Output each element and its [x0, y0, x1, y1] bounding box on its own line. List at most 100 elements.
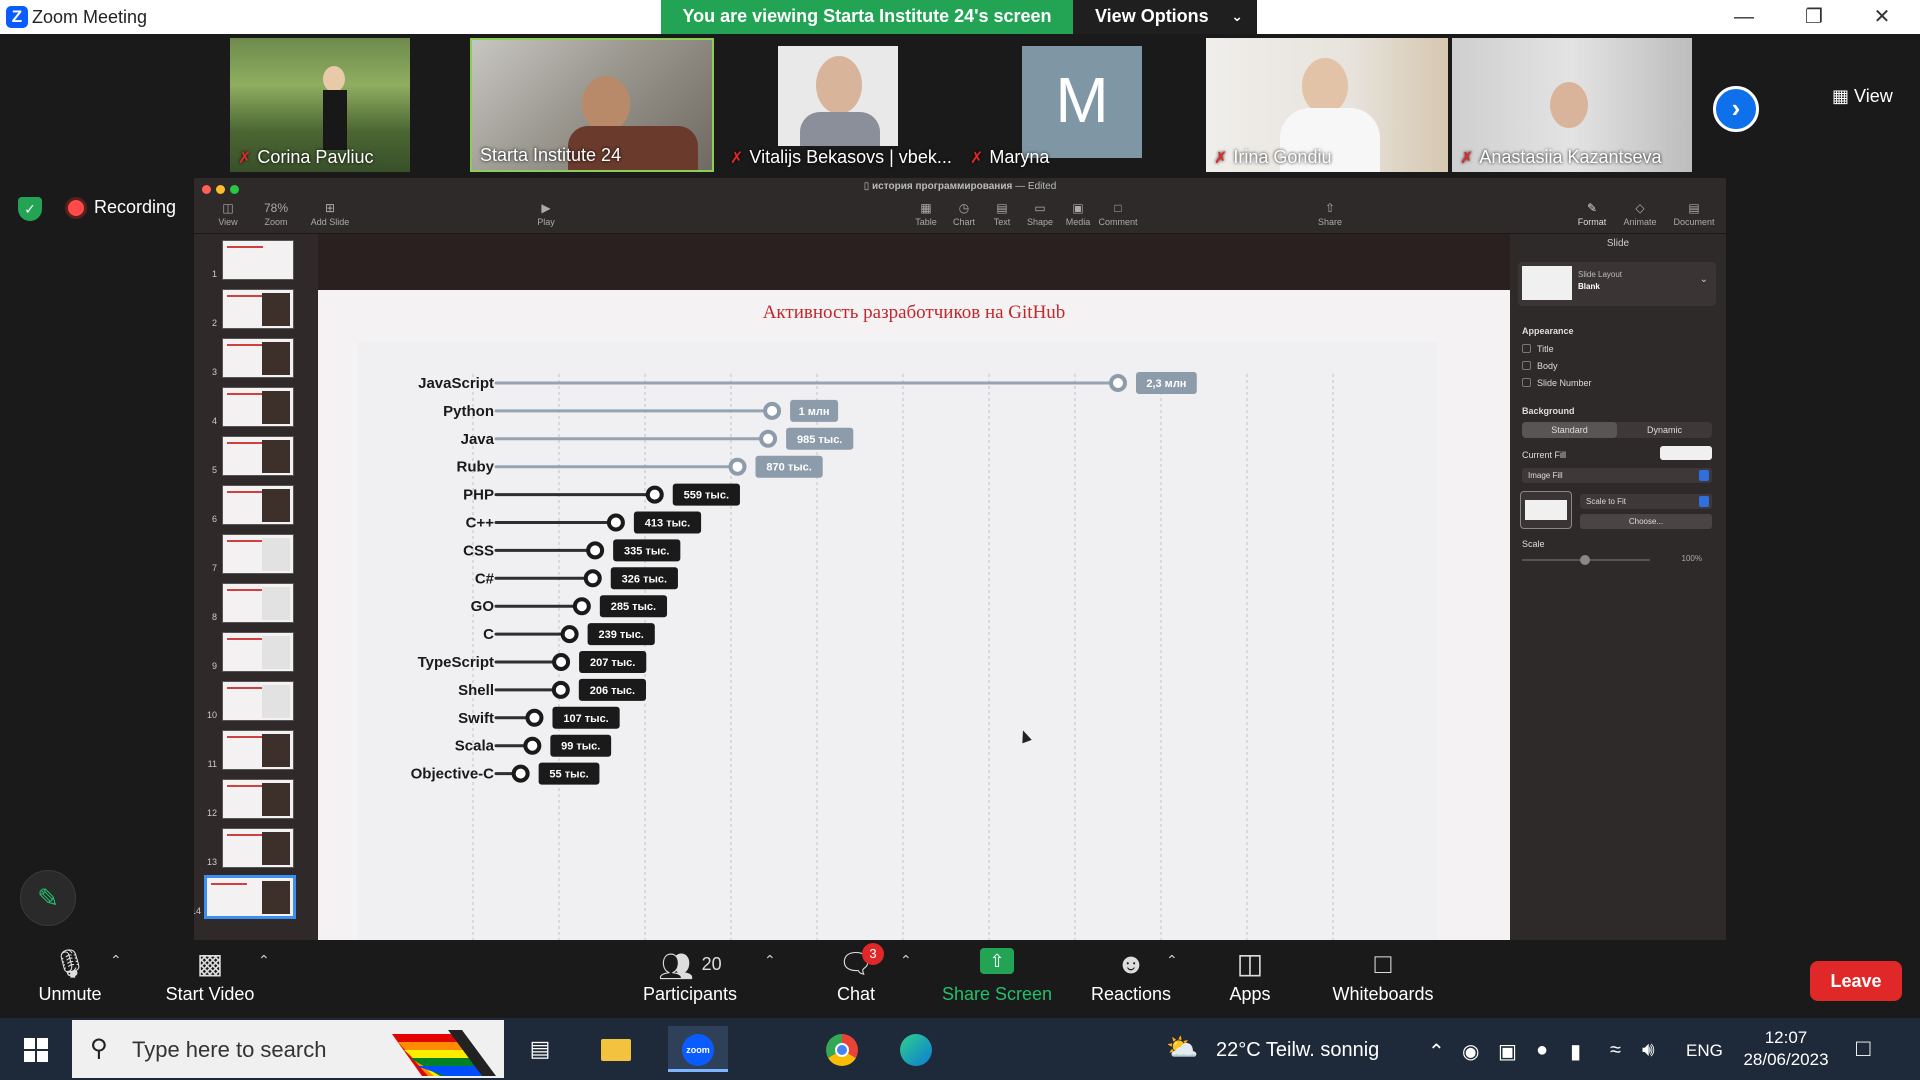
participant-tile[interactable]: ✗ Anastasiia Kazantseva — [1452, 38, 1692, 172]
slide-thumbnail[interactable]: 8 — [212, 583, 294, 623]
participant-tile[interactable]: ✗ Corina Pavliuc — [230, 38, 410, 172]
view-button[interactable]: ▦ View — [1832, 86, 1893, 107]
slide-thumbnail[interactable]: 3 — [212, 338, 294, 378]
participants-options-caret-icon[interactable]: ⌃ — [764, 952, 776, 968]
bg-dynamic-option[interactable]: Dynamic — [1646, 425, 1682, 435]
next-page-button[interactable]: › — [1713, 86, 1759, 132]
shape-button[interactable]: ▭ Shape — [1020, 201, 1060, 227]
view-options-button[interactable]: View Options ⌄ — [1073, 0, 1257, 34]
reactions-options-caret-icon[interactable]: ⌃ — [1166, 952, 1178, 968]
text-button[interactable]: ▤ Text — [982, 201, 1022, 227]
slide-thumbnail[interactable]: 14 — [194, 875, 296, 919]
add-slide-button[interactable]: ⊞ Add Slide — [302, 201, 358, 227]
weather-text[interactable]: 22°C Teilw. sonnig — [1216, 1039, 1380, 1061]
audio-options-caret-icon[interactable]: ⌃ — [110, 952, 122, 968]
play-button[interactable]: ▶ Play — [524, 201, 568, 227]
apps-button[interactable]: ◫ Apps — [1210, 940, 1290, 1018]
slide-thumbnail[interactable]: 11 — [208, 730, 294, 770]
chrome-icon[interactable] — [818, 1026, 866, 1072]
scale-slider[interactable] — [1522, 555, 1650, 565]
input-language[interactable]: ENG — [1686, 1041, 1723, 1060]
whiteboards-button[interactable]: □ Whiteboards — [1326, 940, 1440, 1018]
volume-icon[interactable]: 🔊︎ — [1642, 1039, 1655, 1061]
table-button[interactable]: ▦ Table — [906, 201, 946, 227]
chat-button[interactable]: 🗨︎ Chat — [816, 940, 896, 1018]
video-options-caret-icon[interactable]: ⌃ — [258, 952, 270, 968]
fill-type-select[interactable]: Image Fill — [1522, 468, 1712, 483]
value-label: 559 тыс. — [684, 490, 729, 502]
slider-thumb[interactable] — [1580, 555, 1590, 565]
participants-button[interactable]: 👥︎ 20 Participants — [630, 940, 750, 1018]
current-fill-swatch[interactable] — [1660, 446, 1712, 460]
start-video-button[interactable]: ▩ Start Video — [140, 940, 280, 1018]
media-button[interactable]: ▣ Media — [1058, 201, 1098, 227]
task-view-icon[interactable]: ▤ — [529, 1036, 551, 1061]
video-off-icon: ▩ — [196, 948, 224, 979]
screen-share-tray-icon[interactable]: ▣ — [1498, 1041, 1517, 1063]
view-menu-button[interactable]: ◫ View — [206, 201, 250, 227]
choose-image-button[interactable]: Choose... — [1580, 514, 1712, 529]
animate-button[interactable]: ◇ Animate — [1618, 201, 1662, 227]
unmute-button[interactable]: 🎙︎ Unmute — [20, 940, 120, 1018]
share-doc-button[interactable]: ⇧ Share — [1308, 201, 1352, 227]
windows-start-button[interactable] — [0, 1018, 72, 1080]
close-window-icon[interactable] — [202, 185, 211, 194]
format-button[interactable]: ✎ Format — [1570, 201, 1614, 227]
slide-thumbnail[interactable]: 12 — [207, 779, 294, 819]
background-segmented-control[interactable]: Standard Dynamic — [1522, 422, 1712, 438]
current-slide[interactable]: Активность разработчиков на GitHub JavaS… — [318, 290, 1510, 940]
slide-number-checkbox[interactable]: Slide Number — [1522, 378, 1592, 388]
comment-button[interactable]: □ Comment — [1094, 201, 1142, 227]
wifi-icon[interactable]: ≈ — [1610, 1039, 1621, 1061]
microphone-tray-icon[interactable]: ● — [1536, 1039, 1549, 1061]
slide-thumbnail[interactable]: 7 — [212, 534, 294, 574]
shield-check-icon[interactable]: ✓ — [18, 197, 42, 221]
reactions-button[interactable]: ☻ Reactions — [1084, 940, 1178, 1018]
slide-thumbnail[interactable]: 6 — [212, 485, 294, 525]
share-screen-button[interactable]: ⇧ Share Screen — [936, 940, 1058, 1018]
body-checkbox[interactable]: Body — [1522, 361, 1558, 371]
zoom-app-icon[interactable]: zoom — [668, 1026, 728, 1072]
title-checkbox[interactable]: Title — [1522, 344, 1554, 354]
minimize-window-icon[interactable] — [216, 185, 225, 194]
slide-thumbnail[interactable]: 5 — [212, 436, 294, 476]
edge-icon[interactable] — [892, 1026, 940, 1072]
slide-thumbnail[interactable]: 10 — [207, 681, 294, 721]
leave-button[interactable]: Leave — [1810, 961, 1902, 1001]
slide-thumbnail[interactable]: 9 — [212, 632, 294, 672]
image-well[interactable] — [1520, 491, 1572, 529]
taskbar-search-box[interactable]: ⚲ Type here to search — [72, 1020, 504, 1078]
chat-options-caret-icon[interactable]: ⌃ — [900, 952, 912, 968]
close-icon[interactable]: ✕ — [1873, 6, 1891, 28]
bg-standard-option[interactable]: Standard — [1522, 422, 1617, 438]
slide-thumbnail[interactable]: 13 — [207, 828, 294, 868]
slide-thumbnail[interactable]: 1 — [212, 240, 294, 280]
participant-tile-active-speaker[interactable]: Starta Institute 24 — [470, 38, 714, 172]
zoom-menu-button[interactable]: 78% Zoom — [254, 201, 298, 227]
recording-indicator[interactable]: Recording — [68, 197, 176, 218]
slide-thumbnail[interactable]: 4 — [212, 387, 294, 427]
minimize-icon[interactable]: — — [1734, 6, 1754, 28]
weather-icon[interactable]: ⛅ — [1166, 1032, 1199, 1062]
notifications-icon[interactable]: □ — [1856, 1035, 1871, 1062]
slide-thumbnail[interactable]: 2 — [212, 289, 294, 329]
document-button[interactable]: ▤ Document — [1666, 201, 1722, 227]
meet-now-icon[interactable]: ◉ — [1462, 1041, 1480, 1063]
fullscreen-window-icon[interactable] — [230, 185, 239, 194]
participant-tile[interactable]: ✗ Irina Gondiu — [1206, 38, 1448, 172]
scale-mode-select[interactable]: Scale to Fit — [1580, 494, 1712, 509]
thumbnail-title-line — [211, 883, 247, 885]
restore-icon[interactable]: ❐ — [1805, 6, 1823, 28]
file-explorer-icon[interactable] — [592, 1026, 640, 1072]
mic-muted-icon: ✗ — [730, 149, 744, 167]
participant-tile[interactable]: M ✗ Maryna — [962, 38, 1202, 172]
system-clock[interactable]: 12:07 28/06/2023 — [1736, 1027, 1836, 1071]
participant-tile[interactable]: ✗ Vitalijs Bekasovs | vbek... — [722, 38, 962, 172]
slide-layout-picker[interactable]: Slide Layout Blank ⌄ — [1518, 262, 1716, 306]
battery-icon[interactable]: ▮ — [1570, 1041, 1582, 1063]
chart-button[interactable]: ◷ Chart — [944, 201, 984, 227]
show-hidden-icons-icon[interactable]: ⌃ — [1428, 1041, 1445, 1063]
annotate-pencil-icon[interactable]: ✎ — [20, 870, 76, 926]
search-icon: ⚲ — [90, 1035, 108, 1062]
scale-value-field[interactable]: 100% — [1681, 554, 1702, 563]
